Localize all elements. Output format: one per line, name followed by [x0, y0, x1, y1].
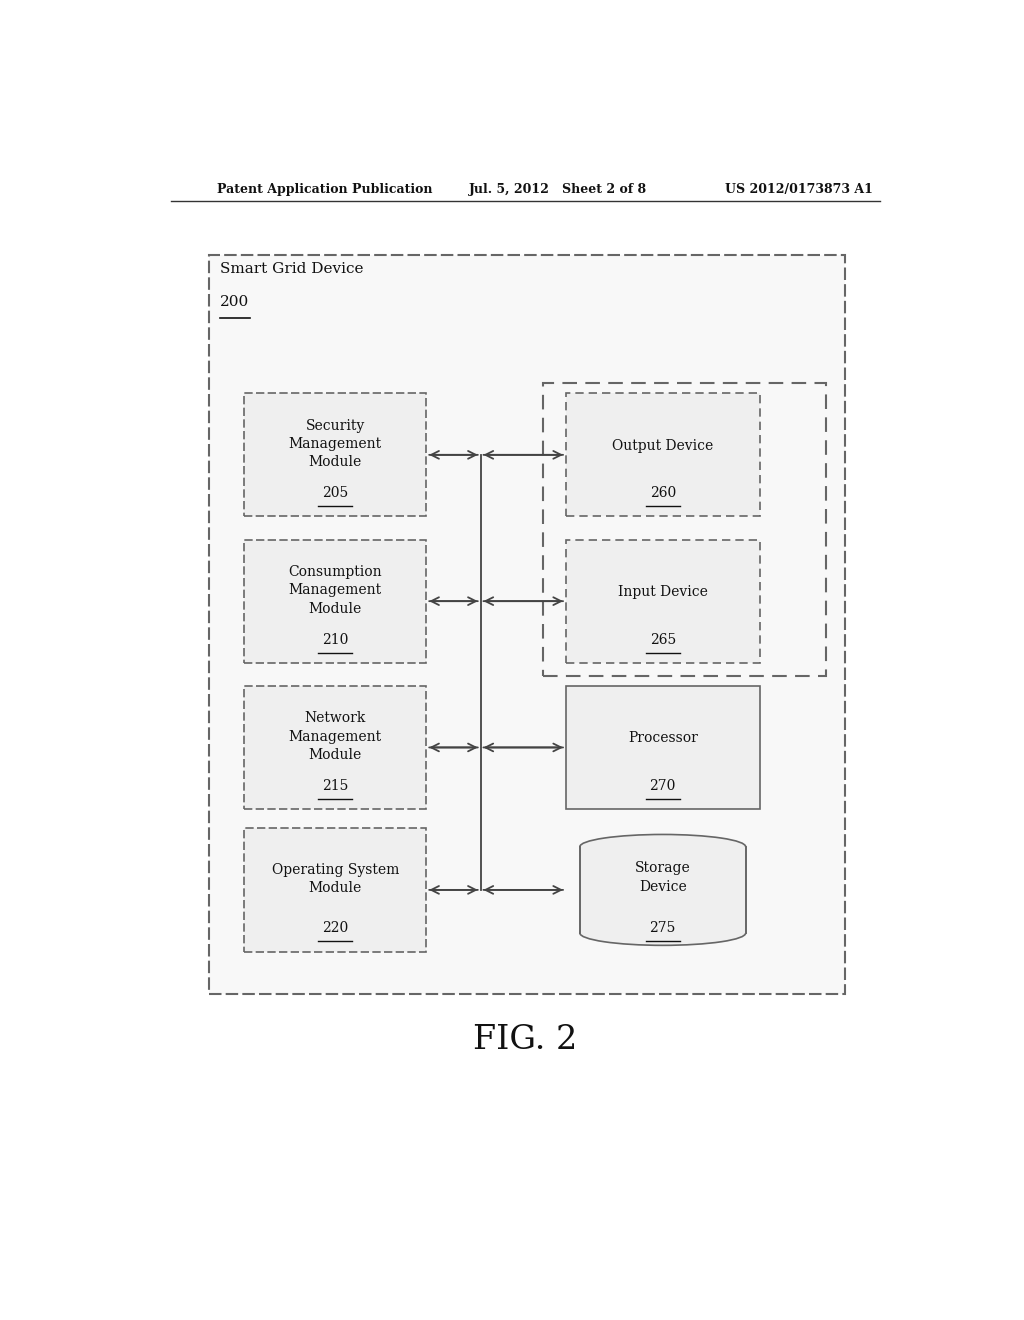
Text: 205: 205 [323, 486, 348, 500]
FancyBboxPatch shape [566, 686, 760, 809]
FancyBboxPatch shape [566, 540, 760, 663]
Text: 200: 200 [220, 294, 250, 309]
FancyBboxPatch shape [566, 393, 760, 516]
FancyBboxPatch shape [209, 255, 845, 994]
FancyBboxPatch shape [245, 829, 426, 952]
Ellipse shape [580, 921, 745, 945]
Text: Smart Grid Device: Smart Grid Device [220, 263, 364, 276]
Text: Security
Management
Module: Security Management Module [289, 418, 382, 470]
Text: 220: 220 [323, 921, 348, 936]
Text: Consumption
Management
Module: Consumption Management Module [289, 565, 382, 615]
Text: 210: 210 [323, 632, 348, 647]
Text: Input Device: Input Device [617, 585, 708, 599]
Bar [580, 847, 745, 933]
Text: Processor: Processor [628, 731, 697, 746]
Text: US 2012/0173873 A1: US 2012/0173873 A1 [725, 183, 872, 197]
Bar [580, 847, 745, 933]
Text: 215: 215 [323, 779, 348, 793]
Text: Jul. 5, 2012   Sheet 2 of 8: Jul. 5, 2012 Sheet 2 of 8 [469, 183, 647, 197]
Text: 270: 270 [649, 779, 676, 793]
FancyBboxPatch shape [245, 393, 426, 516]
Text: 260: 260 [649, 486, 676, 500]
Text: Storage
Device: Storage Device [635, 862, 690, 894]
Ellipse shape [580, 834, 745, 859]
Text: Network
Management
Module: Network Management Module [289, 711, 382, 762]
Text: Operating System
Module: Operating System Module [271, 863, 399, 895]
Text: Output Device: Output Device [612, 438, 714, 453]
FancyBboxPatch shape [245, 686, 426, 809]
FancyBboxPatch shape [245, 540, 426, 663]
Text: 265: 265 [649, 632, 676, 647]
Text: Patent Application Publication: Patent Application Publication [217, 183, 432, 197]
Text: 275: 275 [649, 921, 676, 936]
Text: FIG. 2: FIG. 2 [473, 1024, 577, 1056]
